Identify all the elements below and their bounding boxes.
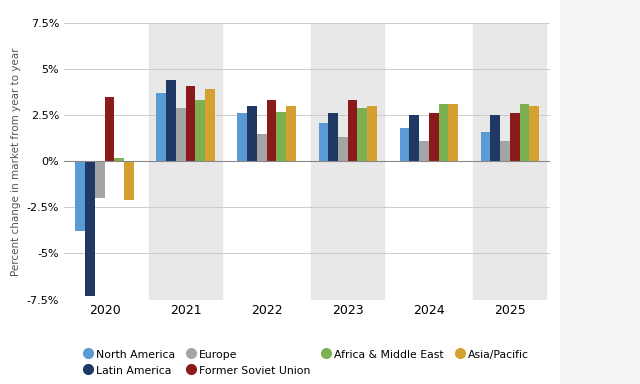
Bar: [348, 101, 358, 161]
Bar: [176, 108, 186, 161]
Bar: [124, 161, 134, 200]
Bar: [247, 106, 257, 161]
Y-axis label: Percent change in market from year to year: Percent change in market from year to ye…: [12, 47, 21, 276]
Bar: [257, 134, 267, 161]
Bar: [85, 161, 95, 296]
Bar: [286, 106, 296, 161]
Bar: [319, 122, 328, 161]
Bar: [500, 141, 510, 161]
Legend: North America, Latin America, Europe, Former Soviet Union, Africa & Middle East,: North America, Latin America, Europe, Fo…: [86, 349, 529, 376]
Bar: [76, 161, 85, 231]
Bar: [429, 113, 438, 161]
Bar: [311, 23, 384, 300]
Bar: [510, 113, 520, 161]
Bar: [195, 101, 205, 161]
Bar: [358, 108, 367, 161]
Bar: [237, 113, 247, 161]
Bar: [149, 23, 222, 300]
Bar: [276, 111, 286, 161]
Bar: [448, 104, 458, 161]
Bar: [529, 106, 539, 161]
Bar: [156, 93, 166, 161]
Bar: [166, 80, 176, 161]
Bar: [490, 115, 500, 161]
Bar: [481, 132, 490, 161]
Bar: [95, 161, 104, 198]
Bar: [267, 101, 276, 161]
Bar: [104, 97, 115, 161]
Bar: [399, 128, 410, 161]
Bar: [205, 89, 215, 161]
Bar: [328, 113, 338, 161]
Bar: [474, 23, 547, 300]
Bar: [438, 104, 448, 161]
Bar: [338, 137, 348, 161]
Bar: [186, 86, 195, 161]
Bar: [367, 106, 377, 161]
Bar: [520, 104, 529, 161]
Bar: [419, 141, 429, 161]
Bar: [115, 157, 124, 161]
Bar: [410, 115, 419, 161]
